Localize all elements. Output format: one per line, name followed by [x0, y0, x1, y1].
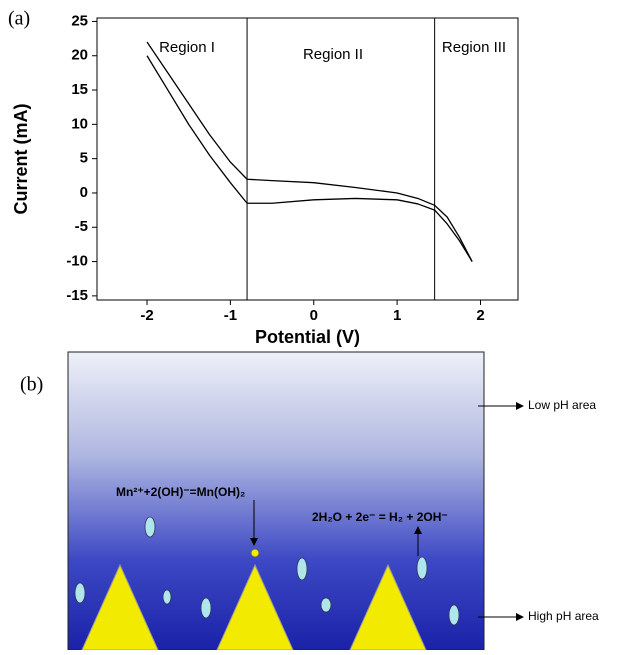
y-axis-label: Current (mA) [11, 103, 31, 214]
y-tick-label: -5 [75, 218, 88, 235]
y-tick-label: -15 [66, 287, 88, 304]
electrolyte [67, 351, 485, 651]
data-line [146, 41, 473, 262]
deposit [250, 548, 260, 558]
region-label: Region I [159, 39, 215, 56]
x-tick-label: -2 [140, 307, 153, 324]
y-tick-label: -10 [66, 253, 88, 270]
x-tick-label: -1 [224, 307, 237, 324]
y-tick-label: 0 [80, 184, 88, 201]
region-label: Region II [303, 46, 363, 63]
y-tick-label: 10 [71, 115, 88, 132]
data-line [146, 55, 473, 262]
panel-label: (b) [20, 374, 43, 396]
region-label: Low pH area [528, 398, 596, 412]
equation: 2H₂O + 2e⁻ = H₂ + 2OH⁻ [312, 510, 448, 524]
x-axis-label: Potential (V) [255, 327, 360, 347]
diagram: Mn²⁺+2(OH)⁻=Mn(OH)₂ 2H₂O + 2e⁻ = H₂ + 2O… [67, 351, 599, 651]
equation: Mn²⁺+2(OH)⁻=Mn(OH)₂ [116, 485, 245, 499]
x-tick-label: 1 [393, 307, 401, 324]
y-tick-label: 15 [71, 81, 88, 98]
x-tick-label: 2 [476, 307, 484, 324]
region-label: High pH area [528, 609, 599, 623]
y-tick-label: 25 [71, 12, 88, 29]
x-tick-label: 0 [310, 307, 318, 324]
bubbles [74, 516, 460, 626]
region-label: Region III [442, 39, 506, 56]
y-tick-label: 20 [71, 47, 88, 64]
y-tick-label: 5 [80, 150, 88, 167]
panel-label: (a) [8, 8, 30, 30]
